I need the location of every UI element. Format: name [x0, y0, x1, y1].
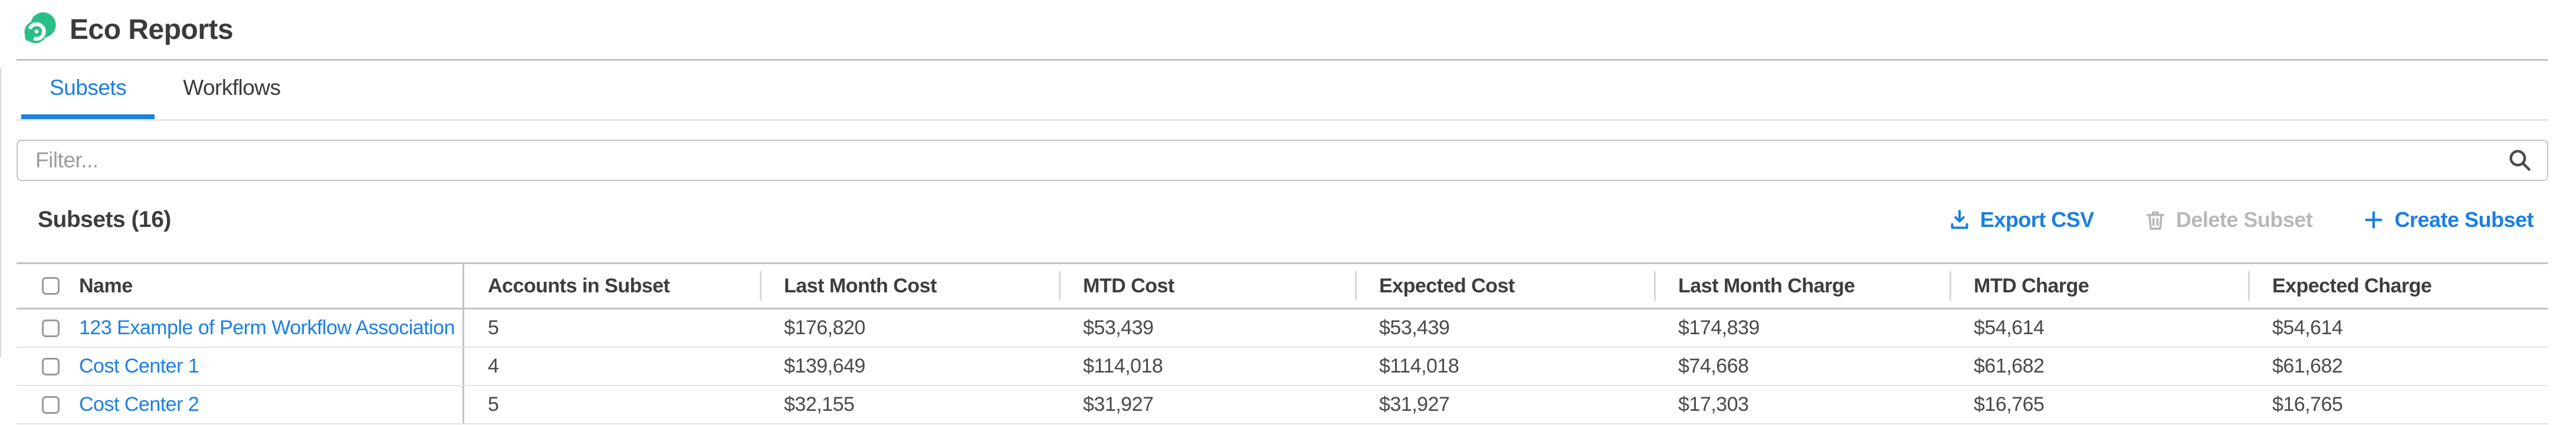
tab-workflows[interactable]: Workflows	[183, 75, 281, 100]
column-header-expected-cost: Expected Cost	[1355, 264, 1655, 308]
download-icon	[1951, 210, 1968, 229]
mtd-cost-cell: $31,927	[1083, 393, 1154, 416]
expected-charge-cell: $61,682	[2272, 355, 2343, 377]
expected-charge-cell: $16,765	[2272, 393, 2343, 416]
page: Eco Reports Subsets Workflows Subsets (1…	[17, 0, 2548, 425]
table-header-row: Name Accounts in Subset Last Month Cost …	[17, 262, 2548, 309]
mtd-cost-cell: $53,439	[1083, 317, 1154, 339]
expected-cost-cell: $31,927	[1379, 393, 1450, 416]
column-header-last-month-cost: Last Month Cost	[760, 264, 1059, 308]
column-header-expected-charge: Expected Charge	[2248, 264, 2545, 308]
row-checkbox[interactable]	[42, 357, 60, 375]
create-subset-label: Create Subset	[2394, 207, 2534, 232]
table-row: Cost Center 1 4 $139,649 $114,018 $114,0…	[17, 348, 2548, 386]
last-month-charge-cell: $174,839	[1678, 317, 1760, 339]
table-row: Cost Center 2 5 $32,155 $31,927 $31,927 …	[17, 386, 2548, 424]
export-csv-button[interactable]: Export CSV	[1948, 207, 2094, 232]
list-header: Subsets (16) Export CSV Delete Subset	[17, 207, 2548, 233]
mtd-cost-cell: $114,018	[1083, 355, 1163, 377]
filter-input[interactable]	[17, 140, 2548, 181]
accounts-cell: 5	[488, 317, 499, 339]
tab-bar: Subsets Workflows	[17, 61, 2548, 121]
eco-reports-logo-icon	[24, 12, 56, 44]
row-checkbox[interactable]	[42, 319, 60, 337]
accounts-cell: 5	[488, 393, 499, 416]
export-csv-label: Export CSV	[1980, 207, 2095, 232]
mtd-charge-cell: $54,614	[1974, 317, 2045, 339]
delete-subset-label: Delete Subset	[2175, 207, 2313, 232]
column-header-last-month-charge: Last Month Charge	[1654, 264, 1950, 308]
delete-subset-button[interactable]: Delete Subset	[2144, 207, 2313, 232]
page-title: Eco Reports	[70, 14, 234, 45]
expected-charge-cell: $54,614	[2272, 317, 2343, 339]
trash-icon	[2146, 211, 2164, 230]
subsets-count-heading: Subsets (16)	[38, 207, 171, 232]
action-buttons: Export CSV Delete Subset Create Subset	[1948, 207, 2548, 232]
table-row: 123 Example of Perm Workflow Association…	[17, 309, 2548, 348]
mtd-charge-cell: $61,682	[1974, 355, 2045, 377]
column-header-name: Name	[17, 264, 464, 308]
subset-name-link[interactable]: Cost Center 1	[79, 355, 199, 377]
tab-subsets[interactable]: Subsets	[21, 61, 155, 119]
subset-name-link[interactable]: 123 Example of Perm Workflow Association	[79, 317, 455, 339]
create-subset-button[interactable]: Create Subset	[2362, 207, 2534, 232]
expected-cost-cell: $114,018	[1379, 355, 1459, 377]
row-checkbox[interactable]	[42, 396, 60, 414]
last-month-cost-cell: $32,155	[784, 393, 855, 416]
last-month-cost-cell: $139,649	[784, 355, 865, 377]
search-icon	[2509, 150, 2531, 171]
subsets-table: Name Accounts in Subset Last Month Cost …	[17, 262, 2548, 424]
last-month-cost-cell: $176,820	[784, 317, 865, 339]
subset-name-link[interactable]: Cost Center 2	[79, 393, 199, 416]
title-bar: Eco Reports	[17, 0, 2548, 61]
filter-bar	[17, 140, 2548, 181]
column-header-gutter	[2545, 264, 2548, 308]
column-header-mtd-charge: MTD Charge	[1950, 264, 2249, 308]
select-all-checkbox[interactable]	[42, 277, 60, 295]
plus-icon	[2365, 211, 2383, 229]
last-month-charge-cell: $17,303	[1678, 393, 1749, 416]
column-header-accounts: Accounts in Subset	[488, 274, 670, 297]
accounts-cell: 4	[488, 355, 499, 377]
expected-cost-cell: $53,439	[1379, 317, 1450, 339]
mtd-charge-cell: $16,765	[1974, 393, 2045, 416]
column-header-mtd-cost: MTD Cost	[1059, 264, 1356, 308]
last-month-charge-cell: $74,668	[1678, 355, 1749, 377]
